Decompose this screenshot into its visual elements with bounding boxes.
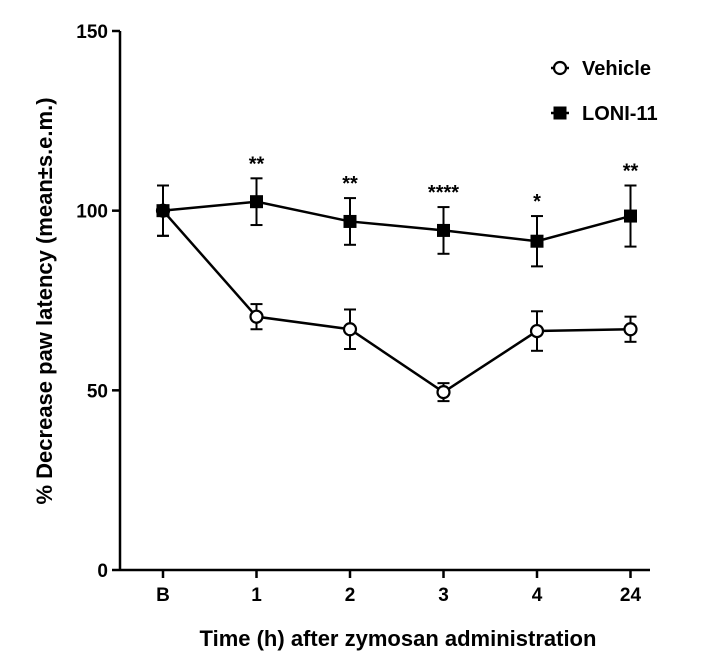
legend-label: Vehicle [582, 58, 651, 80]
loni-11-line [162, 200, 631, 243]
legend-marker [552, 60, 568, 76]
y-axis-title: % Decrease paw latency (mean±s.e.m.) [32, 97, 57, 504]
legend-item-vehicle: Vehicle [551, 58, 651, 80]
vehicle-point [436, 385, 451, 400]
vehicle-point [342, 322, 358, 337]
vehicle-line [162, 209, 631, 394]
x-tick-label: 2 [345, 585, 356, 606]
y-tick-label: 100 [76, 202, 108, 223]
loni-11-point [437, 223, 450, 237]
legend-marker [553, 106, 567, 120]
x-tick-label: 24 [620, 585, 642, 606]
legend-item-loni-11: LONI-11 [551, 103, 658, 125]
x-tick-label: 1 [251, 585, 262, 606]
x-tick-label: 4 [532, 585, 543, 606]
vehicle-point [529, 323, 545, 339]
significance-label: * [533, 191, 541, 213]
series-loni-11 [156, 177, 637, 268]
loni-11-point [343, 214, 357, 228]
legend: Vehicle LONI-11 [551, 58, 658, 125]
loni-11-point [156, 204, 170, 218]
y-tick-label: 50 [87, 381, 108, 402]
series-layer [155, 177, 638, 403]
annotation-layer: **** **** *** [249, 153, 639, 213]
loni-11-point [530, 234, 544, 248]
significance-label: ** [623, 161, 639, 183]
vehicle-point [249, 309, 264, 324]
loni-11-point [250, 195, 263, 209]
significance-label: **** [428, 182, 459, 204]
x-tick-label: B [156, 585, 170, 606]
significance-label: ** [342, 173, 358, 195]
y-tick-label: 150 [76, 22, 108, 43]
x-axis-title: Time (h) after zymosan administration [200, 626, 597, 651]
x-tick-label: 3 [438, 585, 449, 606]
legend-label: LONI-11 [582, 103, 658, 125]
y-axis: 0 50 100 150 [76, 22, 122, 582]
x-axis: B 1 2 3 4 24 [120, 568, 650, 606]
vehicle-point [623, 322, 638, 337]
significance-label: ** [249, 153, 265, 175]
loni-11-point [624, 209, 637, 223]
y-tick-label: 0 [97, 561, 108, 582]
series-vehicle [155, 184, 638, 403]
axes: 0 50 100 150 B 1 2 3 4 24 [76, 22, 650, 606]
